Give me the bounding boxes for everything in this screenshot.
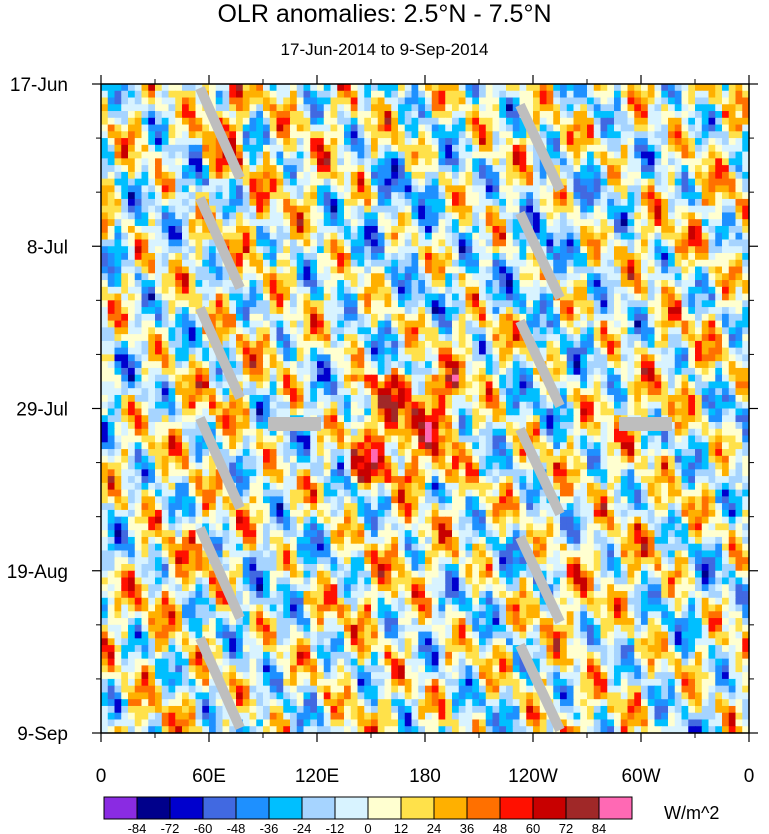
missing-data-streaks [195,85,672,733]
colorbar-level-label: -12 [326,821,345,834]
chart-subtitle: 17-Jun-2014 to 9-Sep-2014 [280,40,489,59]
colorbar-swatch [235,796,270,820]
colorbar-swatch [532,796,567,820]
colorbar-level-label: 84 [592,821,606,834]
missing-data-streak [515,102,565,193]
missing-data-block [268,417,321,431]
colorbar-swatch [268,796,303,820]
missing-data-streak [515,426,565,517]
colorbar-swatch [367,796,402,820]
colorbar-swatch [301,796,336,820]
colorbar-level-label: -72 [161,821,180,834]
chart-title: OLR anomalies: 2.5°N - 7.5°N [217,0,552,28]
colorbar-level-label: 48 [493,821,507,834]
x-axis: 0 60E 120E 180 120W 60W 0 [96,75,755,787]
x-tick-label: 0 [744,766,755,787]
colorbar-level-label: 24 [427,821,441,834]
x-tick-label: 60E [192,766,226,787]
missing-data-streak [515,210,565,301]
y-tick-label: 19-Aug [7,562,68,583]
colorbar-swatch [400,796,435,820]
missing-data-streak [515,534,565,625]
y-tick-label: 17-Jun [10,75,68,96]
colorbar-swatch [202,796,237,820]
missing-data-streak [515,642,565,733]
colorbar-swatch [499,796,534,820]
colorbar-swatch [466,796,501,820]
colorbar-level-label: 12 [394,821,408,834]
colorbar-level-label: 72 [559,821,573,834]
x-tick-label: 120E [295,766,339,787]
colorbar-level-label: -24 [293,821,312,834]
y-tick-label: 29-Jul [16,400,68,421]
missing-data-streak [195,195,245,291]
colorbar-swatch [433,796,468,820]
missing-data-streak [195,85,245,181]
colorbar-level-label: -84 [128,821,147,834]
colorbar-units-label: W/m^2 [664,803,719,823]
colorbar-level-label: -48 [227,821,246,834]
y-tick-label: 8-Jul [27,237,68,258]
missing-data-streak [195,525,245,621]
colorbar-swatch [565,796,600,820]
missing-data-streak [515,318,565,409]
colorbar-swatch [169,796,204,820]
colorbar-level-label: -60 [194,821,213,834]
x-tick-label: 180 [409,766,441,787]
colorbar-swatch [136,796,171,820]
colorbar-swatch [334,796,369,820]
x-tick-label: 60W [621,766,660,787]
missing-data-block [619,417,672,431]
x-tick-label: 120W [508,766,558,787]
missing-data-streak [195,305,245,401]
y-axis: 17-Jun 8-Jul 29-Jul 19-Aug 9-Sep [7,75,758,745]
colorbar-swatch [598,796,633,820]
missing-data-streak [195,635,245,731]
x-tick-label: 0 [96,766,107,787]
missing-data-streak [195,415,245,511]
colorbar: -84 -72 -60 -48 -36 -24 -12 0 12 24 36 48 60 72 84 [103,796,633,834]
colorbar-swatch [103,796,138,820]
colorbar-level-label: 0 [364,821,371,834]
colorbar-level-label: -36 [260,821,279,834]
colorbar-level-label: 36 [460,821,474,834]
colorbar-level-label: 60 [526,821,540,834]
y-tick-label: 9-Sep [17,724,68,745]
olr-anomaly-field [101,84,750,734]
